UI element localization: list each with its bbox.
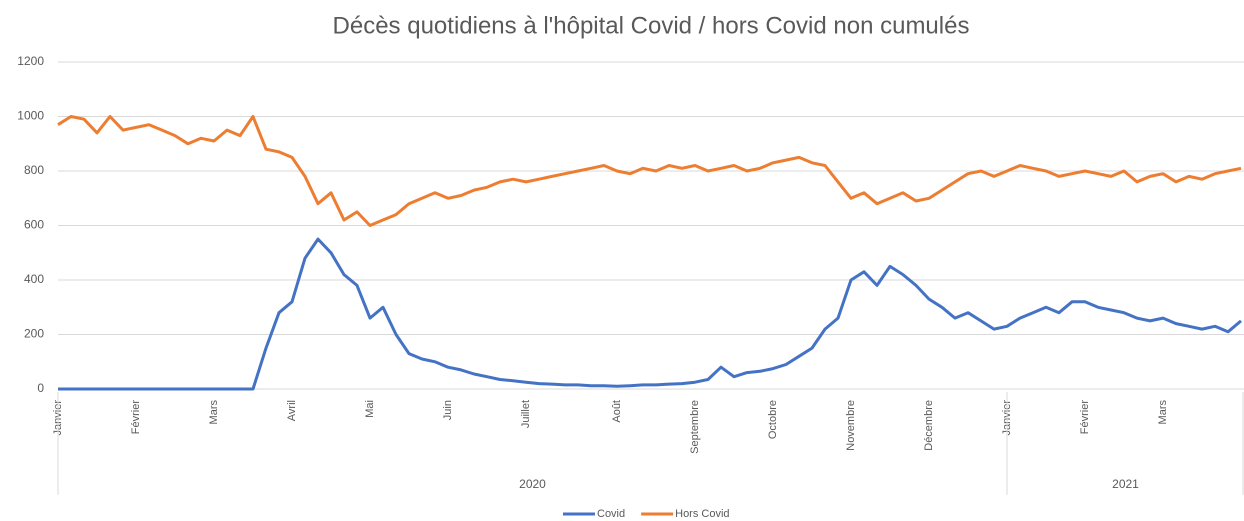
legend-label: Covid [597,508,625,520]
x-tick-label: Décembre [923,400,935,451]
y-tick-label: 0 [37,381,44,395]
x-tick-label: Juillet [520,400,532,428]
y-tick-label: 600 [24,218,44,232]
x-tick-label: Mars [208,400,220,425]
x-tick-label: Avril [286,400,298,421]
y-tick-label: 200 [24,327,44,341]
line-series [58,237,1242,391]
x-tick-label: Février [130,400,142,435]
y-tick-label: 1000 [17,109,44,123]
x-tick-label: Février [1079,400,1091,435]
y-tick-label: 1200 [17,54,44,68]
legend-label: Hors Covid [675,508,729,520]
x-tick-label: Août [611,400,623,423]
year-label: 2020 [519,477,546,491]
y-tick-label: 400 [24,272,44,286]
line-series [57,115,1242,227]
x-tick-label: Juin [442,400,454,420]
x-tick-label: Septembre [689,400,701,454]
x-tick-label: Mars [1157,400,1169,425]
x-tick-label: Mai [364,400,376,418]
x-tick-label: Octobre [767,400,779,439]
year-label: 2021 [1112,477,1139,491]
x-tick-label: Novembre [845,400,857,451]
chart-title: Décès quotidiens à l'hôpital Covid / hor… [333,12,970,39]
y-tick-label: 800 [24,163,44,177]
